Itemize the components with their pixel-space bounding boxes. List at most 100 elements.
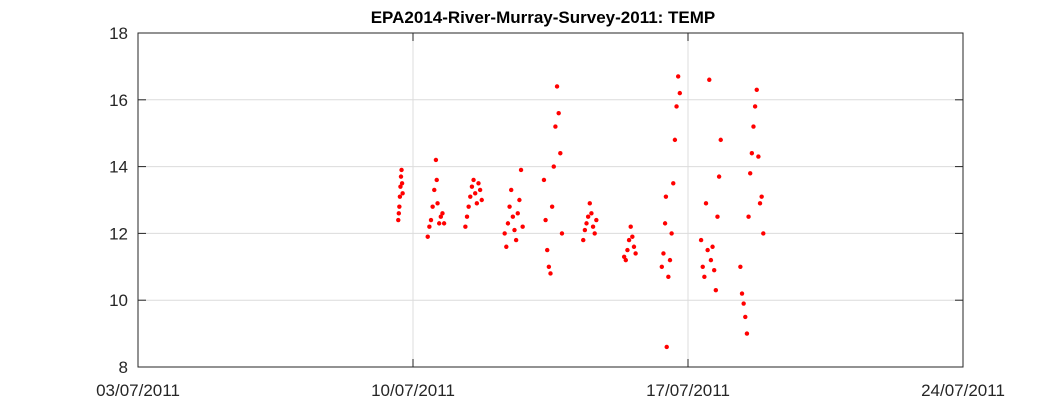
data-point — [513, 237, 519, 243]
data-point — [633, 251, 638, 256]
data-point — [744, 331, 750, 336]
data-point — [705, 247, 710, 253]
y-tick-label: 8 — [119, 358, 128, 377]
data-point — [667, 257, 673, 263]
x-tick-label: 03/07/2011 — [96, 381, 180, 400]
data-point — [438, 214, 444, 219]
data-point — [520, 224, 525, 229]
data-point — [436, 221, 442, 226]
data-point — [757, 201, 763, 206]
data-point — [743, 314, 748, 320]
data-point — [626, 237, 632, 243]
data-point — [427, 224, 432, 229]
data-point — [440, 211, 445, 216]
data-point — [428, 217, 434, 223]
data-point — [630, 234, 635, 239]
data-point — [507, 204, 512, 209]
data-point — [718, 137, 723, 143]
data-point — [397, 204, 402, 209]
data-point — [400, 191, 405, 196]
data-point — [504, 244, 509, 249]
data-point — [553, 124, 558, 129]
data-point — [548, 271, 553, 276]
data-point — [761, 231, 766, 236]
data-point — [549, 204, 555, 209]
data-point — [749, 151, 755, 156]
x-axis-tick-labels: 03/07/2011 10/07/2011 17/07/2011 24/07/2011 — [96, 381, 1005, 400]
data-point — [754, 87, 759, 92]
data-point — [441, 221, 447, 226]
data-point — [751, 124, 756, 129]
data-point — [664, 344, 669, 350]
data-point — [551, 164, 556, 169]
data-point — [476, 181, 481, 186]
data-point — [581, 237, 586, 243]
data-point — [585, 214, 591, 219]
data-point — [397, 194, 403, 199]
data-point — [589, 211, 594, 216]
data-point — [708, 257, 714, 263]
y-tick-label: 12 — [109, 224, 128, 243]
data-point — [546, 264, 552, 269]
data-point — [669, 231, 674, 236]
data-point — [434, 177, 439, 183]
data-point — [592, 231, 597, 236]
data-point — [587, 201, 592, 206]
data-point — [741, 301, 746, 306]
data-point — [510, 214, 516, 219]
data-point — [752, 104, 758, 109]
data-point — [479, 197, 484, 203]
data-point — [703, 201, 709, 206]
data-point — [621, 254, 627, 259]
data-point — [584, 221, 589, 226]
data-point — [430, 204, 435, 209]
data-point — [432, 187, 437, 193]
data-point — [558, 151, 563, 156]
data-point — [698, 237, 704, 243]
data-point — [739, 291, 745, 296]
data-point — [700, 264, 705, 269]
x-tick-label: 24/07/2011 — [921, 381, 1005, 400]
data-point — [541, 177, 547, 183]
data-point — [505, 221, 511, 226]
data-point — [398, 184, 403, 189]
data-point — [502, 231, 507, 236]
data-point — [628, 224, 633, 229]
data-point — [396, 211, 402, 216]
data-point — [623, 257, 628, 263]
chart-title: EPA2014-River-Murray-Survey-2011: TEMP — [371, 8, 716, 27]
data-point — [582, 227, 588, 233]
y-tick-label: 10 — [109, 291, 128, 310]
data-point — [715, 214, 720, 219]
data-point — [396, 217, 401, 223]
data-point — [677, 90, 683, 96]
data-point — [702, 274, 707, 280]
data-point — [398, 174, 404, 179]
data-point — [464, 214, 470, 219]
data-points — [396, 74, 766, 350]
data-point — [590, 224, 596, 229]
plot-frame — [137, 32, 964, 368]
data-point — [594, 217, 599, 223]
data-point — [675, 74, 681, 79]
data-point — [671, 181, 676, 186]
data-point — [756, 154, 761, 159]
data-point — [666, 274, 671, 280]
data-point — [469, 184, 475, 189]
y-tick-label: 16 — [109, 91, 128, 110]
data-point — [471, 177, 476, 183]
y-axis-tick-labels: 8 10 12 14 16 18 — [109, 24, 128, 377]
data-point — [399, 167, 404, 173]
x-tick-label: 17/07/2011 — [646, 381, 730, 400]
data-point — [474, 201, 480, 206]
data-point — [663, 194, 669, 199]
grid-lines — [138, 33, 963, 367]
data-point — [518, 167, 524, 173]
data-point — [515, 211, 520, 216]
data-point — [545, 247, 550, 253]
y-tick-label: 18 — [109, 24, 128, 43]
data-point — [707, 77, 712, 82]
data-point — [477, 187, 483, 193]
data-point — [631, 244, 637, 249]
